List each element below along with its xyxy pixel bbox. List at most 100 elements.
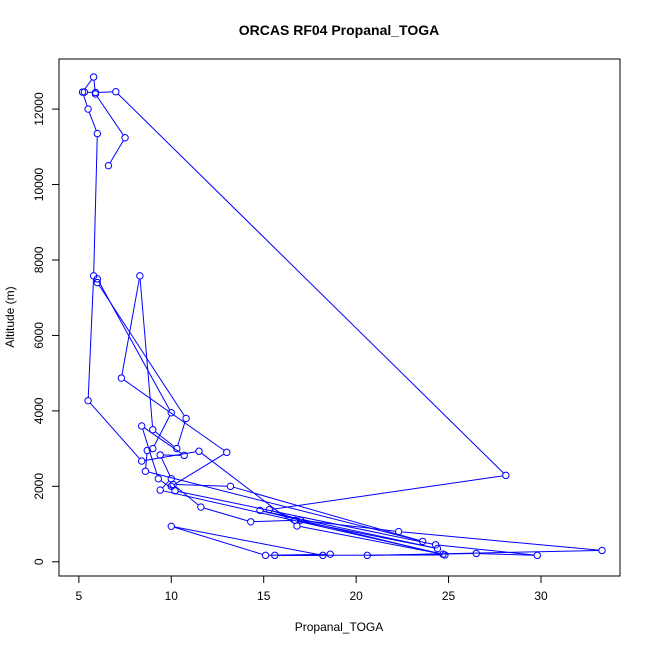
series-2-segment [153, 415, 171, 446]
series-1-point [91, 90, 100, 98]
series-2-segment [174, 526, 320, 556]
series-1-point [171, 487, 179, 495]
series-2-segment [145, 453, 148, 469]
x-tick-label: 10 [165, 589, 179, 603]
series-3-point [223, 448, 231, 457]
series-1-segment [144, 451, 196, 461]
series-1-point [502, 471, 510, 480]
series-2-segment [233, 486, 420, 542]
series-3-point [167, 482, 175, 491]
x-tick-label: 20 [349, 589, 363, 603]
x-axis: 5 10 15 20 25 30 [76, 576, 548, 603]
y-axis: 0 2000 4000 6000 8000 10000 12000 [32, 92, 59, 565]
series-1-point [89, 73, 98, 81]
series-1-point [598, 546, 606, 555]
series-1-point [431, 541, 440, 549]
series-1-segment [162, 480, 170, 489]
series-1-point [84, 105, 92, 113]
y-tick-label: 2000 [32, 473, 46, 500]
series-1-segment [479, 553, 535, 556]
series-2-segment [253, 519, 292, 523]
series-1-point [156, 486, 164, 494]
series-2-point [167, 409, 175, 417]
series-1-segment [178, 491, 433, 545]
series-1-segment [161, 457, 171, 477]
x-tick-label: 15 [257, 589, 271, 603]
x-tick-label: 25 [442, 589, 456, 603]
series-3-point [182, 414, 190, 423]
y-tick-label: 6000 [32, 322, 46, 349]
series-3-point [149, 426, 157, 434]
series-2-point [271, 551, 279, 560]
series-1-segment [201, 452, 295, 525]
series-3-segment [173, 453, 225, 486]
series-2-point [197, 503, 205, 511]
series-2-segment [263, 510, 435, 549]
series-1-segment [438, 544, 535, 556]
series-2-point [141, 467, 150, 475]
series-1-segment [300, 526, 440, 555]
series-1-point [154, 475, 163, 483]
y-tick-label: 4000 [32, 397, 46, 424]
series-1-segment [96, 96, 124, 136]
series-2-segment [174, 526, 263, 555]
series-3-point [136, 272, 144, 280]
series-1-segment [88, 111, 97, 131]
series-2-segment [203, 507, 248, 522]
y-tick-label: 0 [32, 558, 46, 565]
y-tick-label: 10000 [32, 168, 46, 202]
series-1-segment [160, 480, 173, 490]
plot-frame [58, 58, 621, 577]
series-2-segment [148, 471, 420, 542]
series-2-point [169, 480, 177, 489]
series-1-segment [109, 140, 124, 164]
series-1-segment [98, 91, 113, 93]
series-1-point [112, 88, 120, 96]
series-3-segment [177, 421, 186, 446]
series-2-point [326, 550, 334, 558]
series-3-segment [121, 278, 140, 375]
x-tick-label: 5 [76, 589, 83, 603]
series-1-point [104, 161, 113, 170]
series-3-segment [98, 285, 185, 417]
series-3-segment [123, 379, 225, 451]
series-1-point [121, 134, 129, 142]
series-1-segment [93, 136, 98, 273]
series-2-point [226, 482, 235, 491]
series-2-segment [175, 486, 199, 506]
series-2-point [418, 537, 427, 546]
series-3-segment [155, 431, 175, 448]
series-2-point [256, 506, 264, 515]
series-2-point [247, 518, 255, 526]
series-1-segment [84, 79, 93, 90]
series-2-segment [176, 484, 228, 487]
series-1-segment [87, 278, 94, 398]
series-3-point [93, 278, 102, 287]
series-layer [78, 73, 606, 560]
series-1-point [156, 451, 164, 459]
series-1-point [78, 88, 87, 96]
y-axis-label: Altitude (m) [3, 286, 17, 347]
x-axis-label: Propanal_TOGA [295, 620, 384, 634]
series-1-point [138, 457, 146, 465]
series-2-point [261, 551, 270, 560]
series-1-segment [272, 475, 503, 510]
series-1-point [138, 422, 146, 430]
y-tick-label: 12000 [32, 92, 46, 126]
series-1-point [472, 549, 480, 558]
x-tick-label: 30 [534, 589, 548, 603]
series-1-point [533, 551, 541, 560]
series-1-point [93, 129, 102, 138]
series-3-point [117, 374, 126, 382]
series-2-point [433, 544, 442, 553]
series-1-segment [83, 94, 88, 107]
series-2-point [441, 551, 449, 559]
series-2-point [93, 275, 102, 283]
series-2-point [167, 522, 175, 531]
series-3-segment [139, 278, 154, 427]
series-1-segment [89, 402, 140, 459]
series-1-point [84, 396, 92, 405]
series-1-segment [117, 93, 504, 474]
